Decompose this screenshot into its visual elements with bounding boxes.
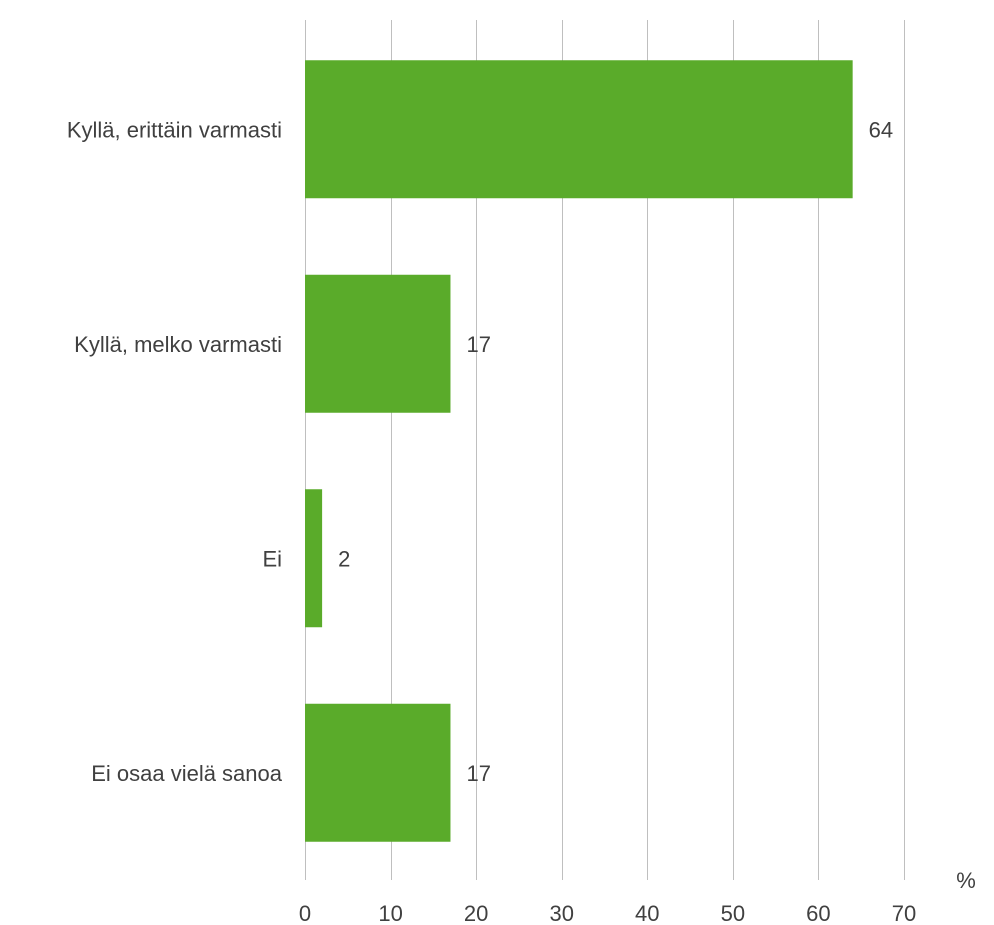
category-label-3: Ei osaa vielä sanoa xyxy=(91,761,283,786)
category-label-2: Ei xyxy=(262,546,282,571)
bar-3 xyxy=(305,703,451,842)
axis-unit-label: % xyxy=(956,868,976,893)
x-tick-label-50: 50 xyxy=(721,901,745,925)
x-tick-label-30: 30 xyxy=(549,901,573,925)
bars xyxy=(305,60,853,842)
x-tick-label-60: 60 xyxy=(806,901,830,925)
x-tick-label-10: 10 xyxy=(378,901,402,925)
x-tick-label-20: 20 xyxy=(464,901,488,925)
x-tick-label-70: 70 xyxy=(892,901,916,925)
category-label-0: Kyllä, erittäin varmasti xyxy=(67,117,282,142)
category-label-1: Kyllä, melko varmasti xyxy=(74,332,282,357)
x-tick-label-0: 0 xyxy=(299,901,311,925)
data-label-0: 64 xyxy=(869,117,893,142)
bar-2 xyxy=(305,489,323,628)
data-label-1: 17 xyxy=(466,332,490,357)
x-tick-label-40: 40 xyxy=(635,901,659,925)
data-label-2: 2 xyxy=(338,546,350,571)
bar-1 xyxy=(305,274,451,413)
data-label-3: 17 xyxy=(466,761,490,786)
bar-0 xyxy=(305,60,853,199)
labels: 0 10 20 30 40 50 60 70 64 Kyllä, erittäin varmast… xyxy=(67,117,916,925)
